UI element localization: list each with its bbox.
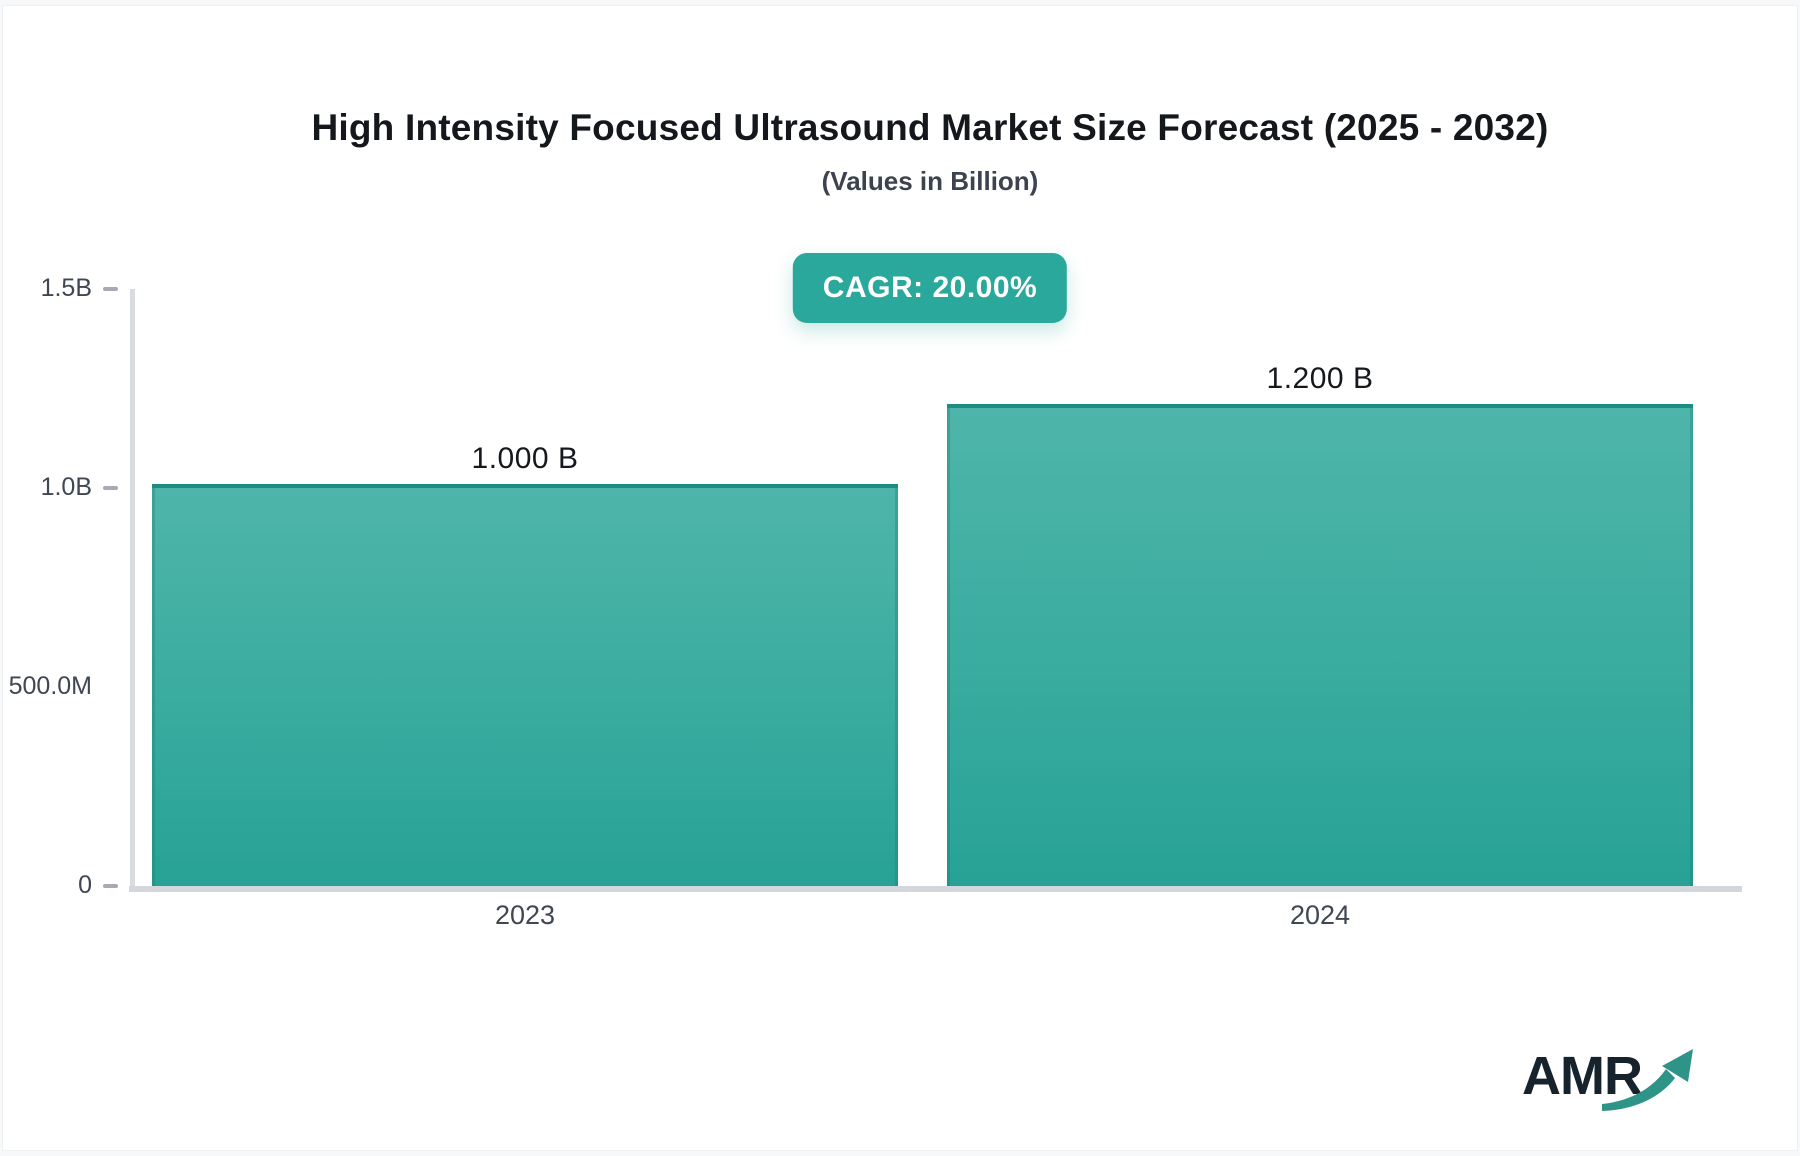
bar-group-2024: 1.200 B 2024 — [947, 0, 1693, 1156]
bar-rect-2023[interactable] — [152, 484, 898, 886]
cagr-badge-label: CAGR: 20.00% — [822, 271, 1038, 304]
x-axis-line — [129, 886, 1742, 892]
chart-title: High Intensity Focused Ultrasound Market… — [311, 107, 1549, 148]
y-tick-dash — [103, 486, 118, 490]
x-axis-label-2023: 2023 — [494, 900, 556, 930]
bar-value-label: 1.000 B — [471, 442, 579, 475]
growth-arrow-icon — [1602, 1049, 1693, 1111]
chart-subtitle: (Values in Billion) — [821, 166, 1039, 196]
y-tick-dash — [103, 884, 118, 888]
amr-logo: AMR — [1522, 1036, 1700, 1116]
y-tick-label: 500.0M — [8, 672, 92, 700]
amr-logo-text: AMR — [1522, 1046, 1643, 1106]
bar-value-label: 1.200 B — [1266, 362, 1374, 395]
y-tick-label: 1.0B — [40, 473, 92, 501]
y-tick-dash — [103, 287, 118, 291]
bar-group-2023: 1.000 B 2023 — [152, 0, 898, 1156]
y-axis-line — [130, 289, 135, 886]
y-tick-label: 1.5B — [40, 274, 92, 302]
cagr-badge: CAGR: 20.00% — [792, 253, 1068, 323]
x-axis-label-2024: 2024 — [1289, 900, 1351, 930]
y-tick-label: 0 — [78, 871, 92, 899]
bar-rect-2024[interactable] — [947, 404, 1693, 886]
